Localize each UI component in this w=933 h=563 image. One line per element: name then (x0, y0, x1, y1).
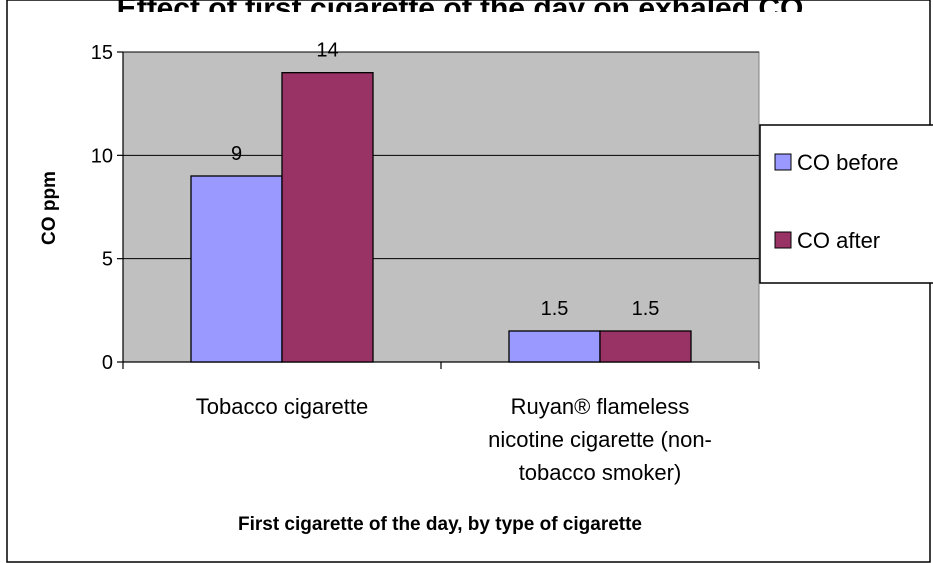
y-tick-label: 0 (102, 352, 113, 374)
legend-swatch (774, 153, 792, 171)
category-label: Ruyan® flameless (511, 394, 690, 419)
category-label: Tobacco cigarette (196, 394, 368, 419)
bar-co-after-0[interactable] (281, 72, 374, 363)
legend-swatch (774, 231, 792, 249)
bar-co-before-1[interactable] (508, 330, 601, 363)
data-label: 1.5 (632, 298, 660, 320)
legend-box (759, 124, 933, 284)
y-tick-label: 10 (91, 145, 113, 167)
bar-co-before-0[interactable] (190, 175, 283, 363)
legend-label: CO after (797, 228, 880, 253)
data-labels: 9 1.5 14 1.5 (231, 40, 659, 320)
y-axis-title: CO ppm (39, 171, 60, 245)
x-axis-title: First cigarette of the day, by type of c… (238, 514, 642, 535)
y-tick-label: 15 (91, 42, 113, 64)
data-label: 1.5 (541, 298, 569, 320)
data-label: 14 (316, 40, 338, 62)
chart-title: Effect of first cigarette of the day on … (117, 0, 804, 25)
legend[interactable]: CO before CO after (759, 124, 933, 284)
category-labels: Tobacco cigarette Ruyan® flameless nicotin… (196, 394, 712, 485)
bar-co-after-1[interactable] (599, 330, 692, 363)
legend-label: CO before (797, 150, 899, 175)
bars (190, 72, 692, 363)
y-tick-label: 5 (102, 249, 113, 271)
y-axis: 0 5 10 15 (91, 42, 124, 374)
category-label: tobacco smoker) (519, 460, 682, 485)
category-label: nicotine cigarette (non- (488, 427, 712, 452)
data-label: 9 (231, 143, 242, 165)
